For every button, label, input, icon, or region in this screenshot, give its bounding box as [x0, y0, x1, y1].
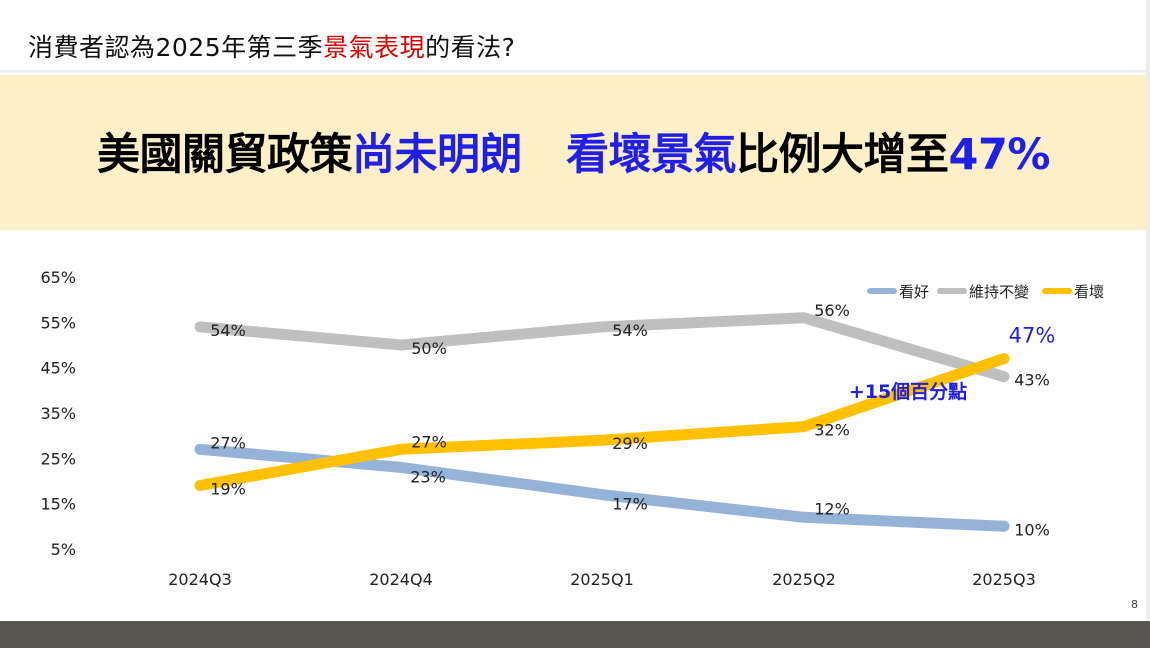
y-tick-label: 45% — [40, 359, 76, 378]
y-tick-label: 65% — [40, 268, 76, 287]
x-tick-label: 2025Q2 — [772, 570, 836, 589]
series-line — [194, 353, 1010, 491]
line-chart: 5% 15% 25% 35% 45% 55% 65% 2024Q3 2024Q4 2025Q1 20… — [40, 268, 1104, 589]
data-label: 23% — [410, 467, 446, 486]
x-tick-label: 2025Q1 — [570, 570, 634, 589]
data-label: 19% — [210, 480, 246, 499]
footer-bar — [0, 621, 1150, 648]
data-label: 17% — [612, 495, 648, 514]
page-number: 8 — [1131, 598, 1138, 611]
y-tick-label: 15% — [40, 495, 76, 514]
data-label: 50% — [411, 339, 447, 358]
data-label: 32% — [814, 421, 850, 440]
title-highlight: 景氣表現 — [323, 33, 426, 62]
x-tick-label: 2024Q4 — [369, 570, 433, 589]
legend-label: 維持不變 — [969, 283, 1029, 301]
slide-edge — [1146, 0, 1150, 620]
x-tick-label: 2024Q3 — [168, 570, 232, 589]
data-label: 10% — [1014, 520, 1050, 539]
y-tick-label: 35% — [40, 404, 76, 423]
x-tick-label: 2025Q3 — [972, 570, 1036, 589]
headline: 美國關貿政策尚未明朗 看壞景氣比例大增至47% — [0, 120, 1147, 182]
headline-part2: 尚未明朗 — [352, 130, 523, 180]
headline-part5: 47% — [948, 130, 1051, 180]
data-label: 12% — [814, 499, 850, 518]
headline-part3: 看壞景氣 — [566, 130, 737, 180]
y-tick-label: 25% — [40, 449, 76, 468]
data-label: 43% — [1014, 371, 1050, 390]
headline-part4: 比例大增至 — [736, 130, 949, 180]
data-label: 47% — [1009, 324, 1056, 348]
data-label: 54% — [612, 321, 648, 340]
data-label: 29% — [612, 434, 648, 453]
legend-label: 看壞 — [1074, 283, 1104, 301]
title-prefix: 消費者認為2025年第三季 — [28, 33, 324, 62]
title-suffix: 的看法? — [425, 33, 516, 62]
series-line — [194, 312, 1010, 383]
y-tick-label: 55% — [40, 313, 76, 332]
headline-part1: 美國關貿政策 — [97, 130, 353, 180]
legend-label: 看好 — [899, 283, 929, 301]
y-tick-label: 5% — [51, 540, 76, 559]
data-label: 54% — [210, 321, 246, 340]
title-divider — [0, 70, 1150, 73]
headline-banner — [0, 75, 1147, 230]
slide-title: 消費者認為2025年第三季景氣表現的看法? — [28, 28, 515, 64]
data-label: 56% — [814, 301, 850, 320]
data-label: 27% — [411, 432, 447, 451]
data-label: 27% — [210, 433, 246, 452]
chart-annotation: +15個百分點 — [849, 380, 967, 403]
